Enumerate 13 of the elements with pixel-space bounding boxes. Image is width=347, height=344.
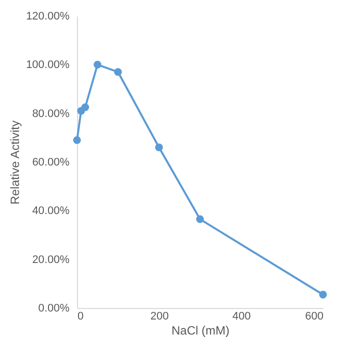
x-tick-label: 200	[150, 310, 169, 322]
x-tick-label: 600	[305, 310, 324, 322]
y-tick-label: 40.00%	[32, 205, 70, 218]
x-tick-label: 0	[78, 310, 84, 322]
x-tick-label: 400	[232, 310, 251, 322]
y-axis-title: Relative Activity	[8, 120, 22, 205]
y-tick-label: 0.00%	[38, 302, 70, 314]
y-tick-label: 60.00%	[32, 156, 70, 168]
y-tick-label: 80.00%	[32, 108, 70, 120]
y-tick-label: 100.00%	[26, 59, 70, 72]
y-tick-label: 120.00%	[26, 10, 70, 22]
y-tick-label: 20.00%	[32, 254, 70, 266]
x-axis-title: NaCl (mM)	[172, 324, 230, 338]
